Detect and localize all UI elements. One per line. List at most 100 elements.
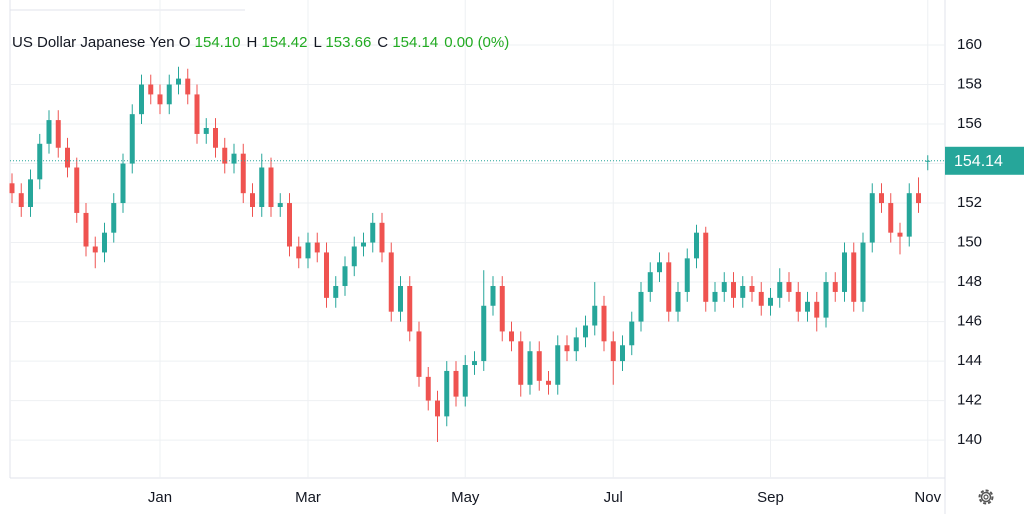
x-tick-label: Jan xyxy=(148,489,172,506)
candle-body xyxy=(860,242,866,302)
candle-body xyxy=(416,331,422,377)
candle-body xyxy=(916,193,921,204)
candle-body xyxy=(231,153,237,164)
ohlc: O 154.10 H 154.42 L 153.66 C 154.14 xyxy=(179,34,444,51)
candles: 154.14 xyxy=(9,66,1024,443)
legend-change: 0.00 (0%) xyxy=(444,34,510,51)
candle-body xyxy=(435,400,440,417)
candle-body xyxy=(740,286,746,298)
candle-body xyxy=(314,242,320,253)
gear-ring xyxy=(980,491,992,503)
candle-body xyxy=(647,272,653,292)
candle-body xyxy=(296,246,302,259)
candle-body xyxy=(749,286,755,292)
candle-body xyxy=(194,94,200,134)
legend-label: H xyxy=(246,34,258,51)
candle-body xyxy=(148,84,154,95)
legend-value: 154.10 xyxy=(194,34,241,51)
candle-body xyxy=(490,286,496,306)
candle-body xyxy=(472,361,477,366)
y-tick-label: 144 xyxy=(957,352,982,369)
legend-label: O xyxy=(178,34,191,51)
candle-body xyxy=(564,345,570,352)
candle-body xyxy=(629,321,635,346)
candle-body xyxy=(268,167,274,208)
candle-body xyxy=(481,305,487,362)
candle-body xyxy=(139,84,144,115)
candle-body xyxy=(888,203,894,233)
candle-body xyxy=(342,266,348,287)
gear-hub xyxy=(983,494,989,500)
candle-body xyxy=(758,291,764,306)
candle-body xyxy=(805,301,810,312)
candle-body xyxy=(333,286,339,298)
x-tick-label: May xyxy=(451,489,480,506)
candle-body xyxy=(879,193,884,204)
candle-body xyxy=(509,331,514,342)
candle-body xyxy=(555,345,561,385)
candle-body xyxy=(499,286,505,332)
last-price-label: 154.14 xyxy=(954,153,1003,170)
y-tick-label: 146 xyxy=(957,313,982,330)
candle-body xyxy=(842,252,847,292)
candle-body xyxy=(546,380,551,385)
candle-body xyxy=(361,242,366,247)
candle-body xyxy=(129,114,135,164)
legend-value: 154.42 xyxy=(261,34,308,51)
candle-body xyxy=(786,282,792,292)
candle-body xyxy=(287,203,292,247)
candle-body xyxy=(657,262,662,273)
candle-body xyxy=(176,78,181,85)
candle-body xyxy=(222,147,228,164)
candle-body xyxy=(305,242,311,259)
candle-body xyxy=(666,262,672,312)
legend: US Dollar Japanese Yen O 154.10 H 154.42 L… xyxy=(12,34,509,51)
y-tick-label: 152 xyxy=(957,194,982,211)
y-tick-label: 158 xyxy=(957,76,982,93)
candle-body xyxy=(527,351,533,385)
candle-body xyxy=(832,282,838,292)
candle-body xyxy=(102,232,107,253)
candle-body xyxy=(638,291,644,322)
candle-body xyxy=(851,252,857,302)
candle-body xyxy=(250,193,255,208)
x-tick-label: Mar xyxy=(295,489,321,506)
candle-body xyxy=(9,183,15,194)
x-tick-label: Nov xyxy=(914,489,941,506)
candle-body xyxy=(610,341,616,362)
candle-body xyxy=(731,282,736,298)
legend-value: 154.14 xyxy=(392,34,439,51)
candle-body xyxy=(518,341,524,385)
candle-body xyxy=(601,305,607,342)
candle-body xyxy=(157,94,163,105)
candle-body xyxy=(777,282,783,298)
legend-title: US Dollar Japanese Yen xyxy=(12,34,175,51)
candle-body xyxy=(83,212,89,247)
candle-body xyxy=(407,286,413,332)
candle-body xyxy=(795,291,801,312)
candle-body xyxy=(721,282,727,292)
candle-body xyxy=(573,337,579,352)
candle-body xyxy=(351,246,357,267)
candle-body xyxy=(814,301,820,318)
candle-body xyxy=(240,153,246,194)
grid: 140142144146148150152154156158160JanMarM… xyxy=(10,0,982,506)
candle-body xyxy=(259,167,265,208)
candle-body xyxy=(28,179,33,208)
candle-body xyxy=(166,84,172,105)
settings-icon[interactable] xyxy=(978,489,994,505)
candle-body xyxy=(111,203,117,233)
candle-body xyxy=(425,376,431,401)
candle-body xyxy=(55,120,61,148)
candle-body xyxy=(203,127,209,134)
y-tick-label: 150 xyxy=(957,234,982,251)
legend-label: L xyxy=(313,34,322,51)
candle-body xyxy=(768,297,773,306)
candle-body xyxy=(694,232,699,259)
candle-body xyxy=(583,325,588,338)
candle-body xyxy=(823,282,829,318)
candle-body xyxy=(65,147,70,168)
candle-body xyxy=(869,193,875,243)
y-tick-label: 142 xyxy=(957,392,982,409)
